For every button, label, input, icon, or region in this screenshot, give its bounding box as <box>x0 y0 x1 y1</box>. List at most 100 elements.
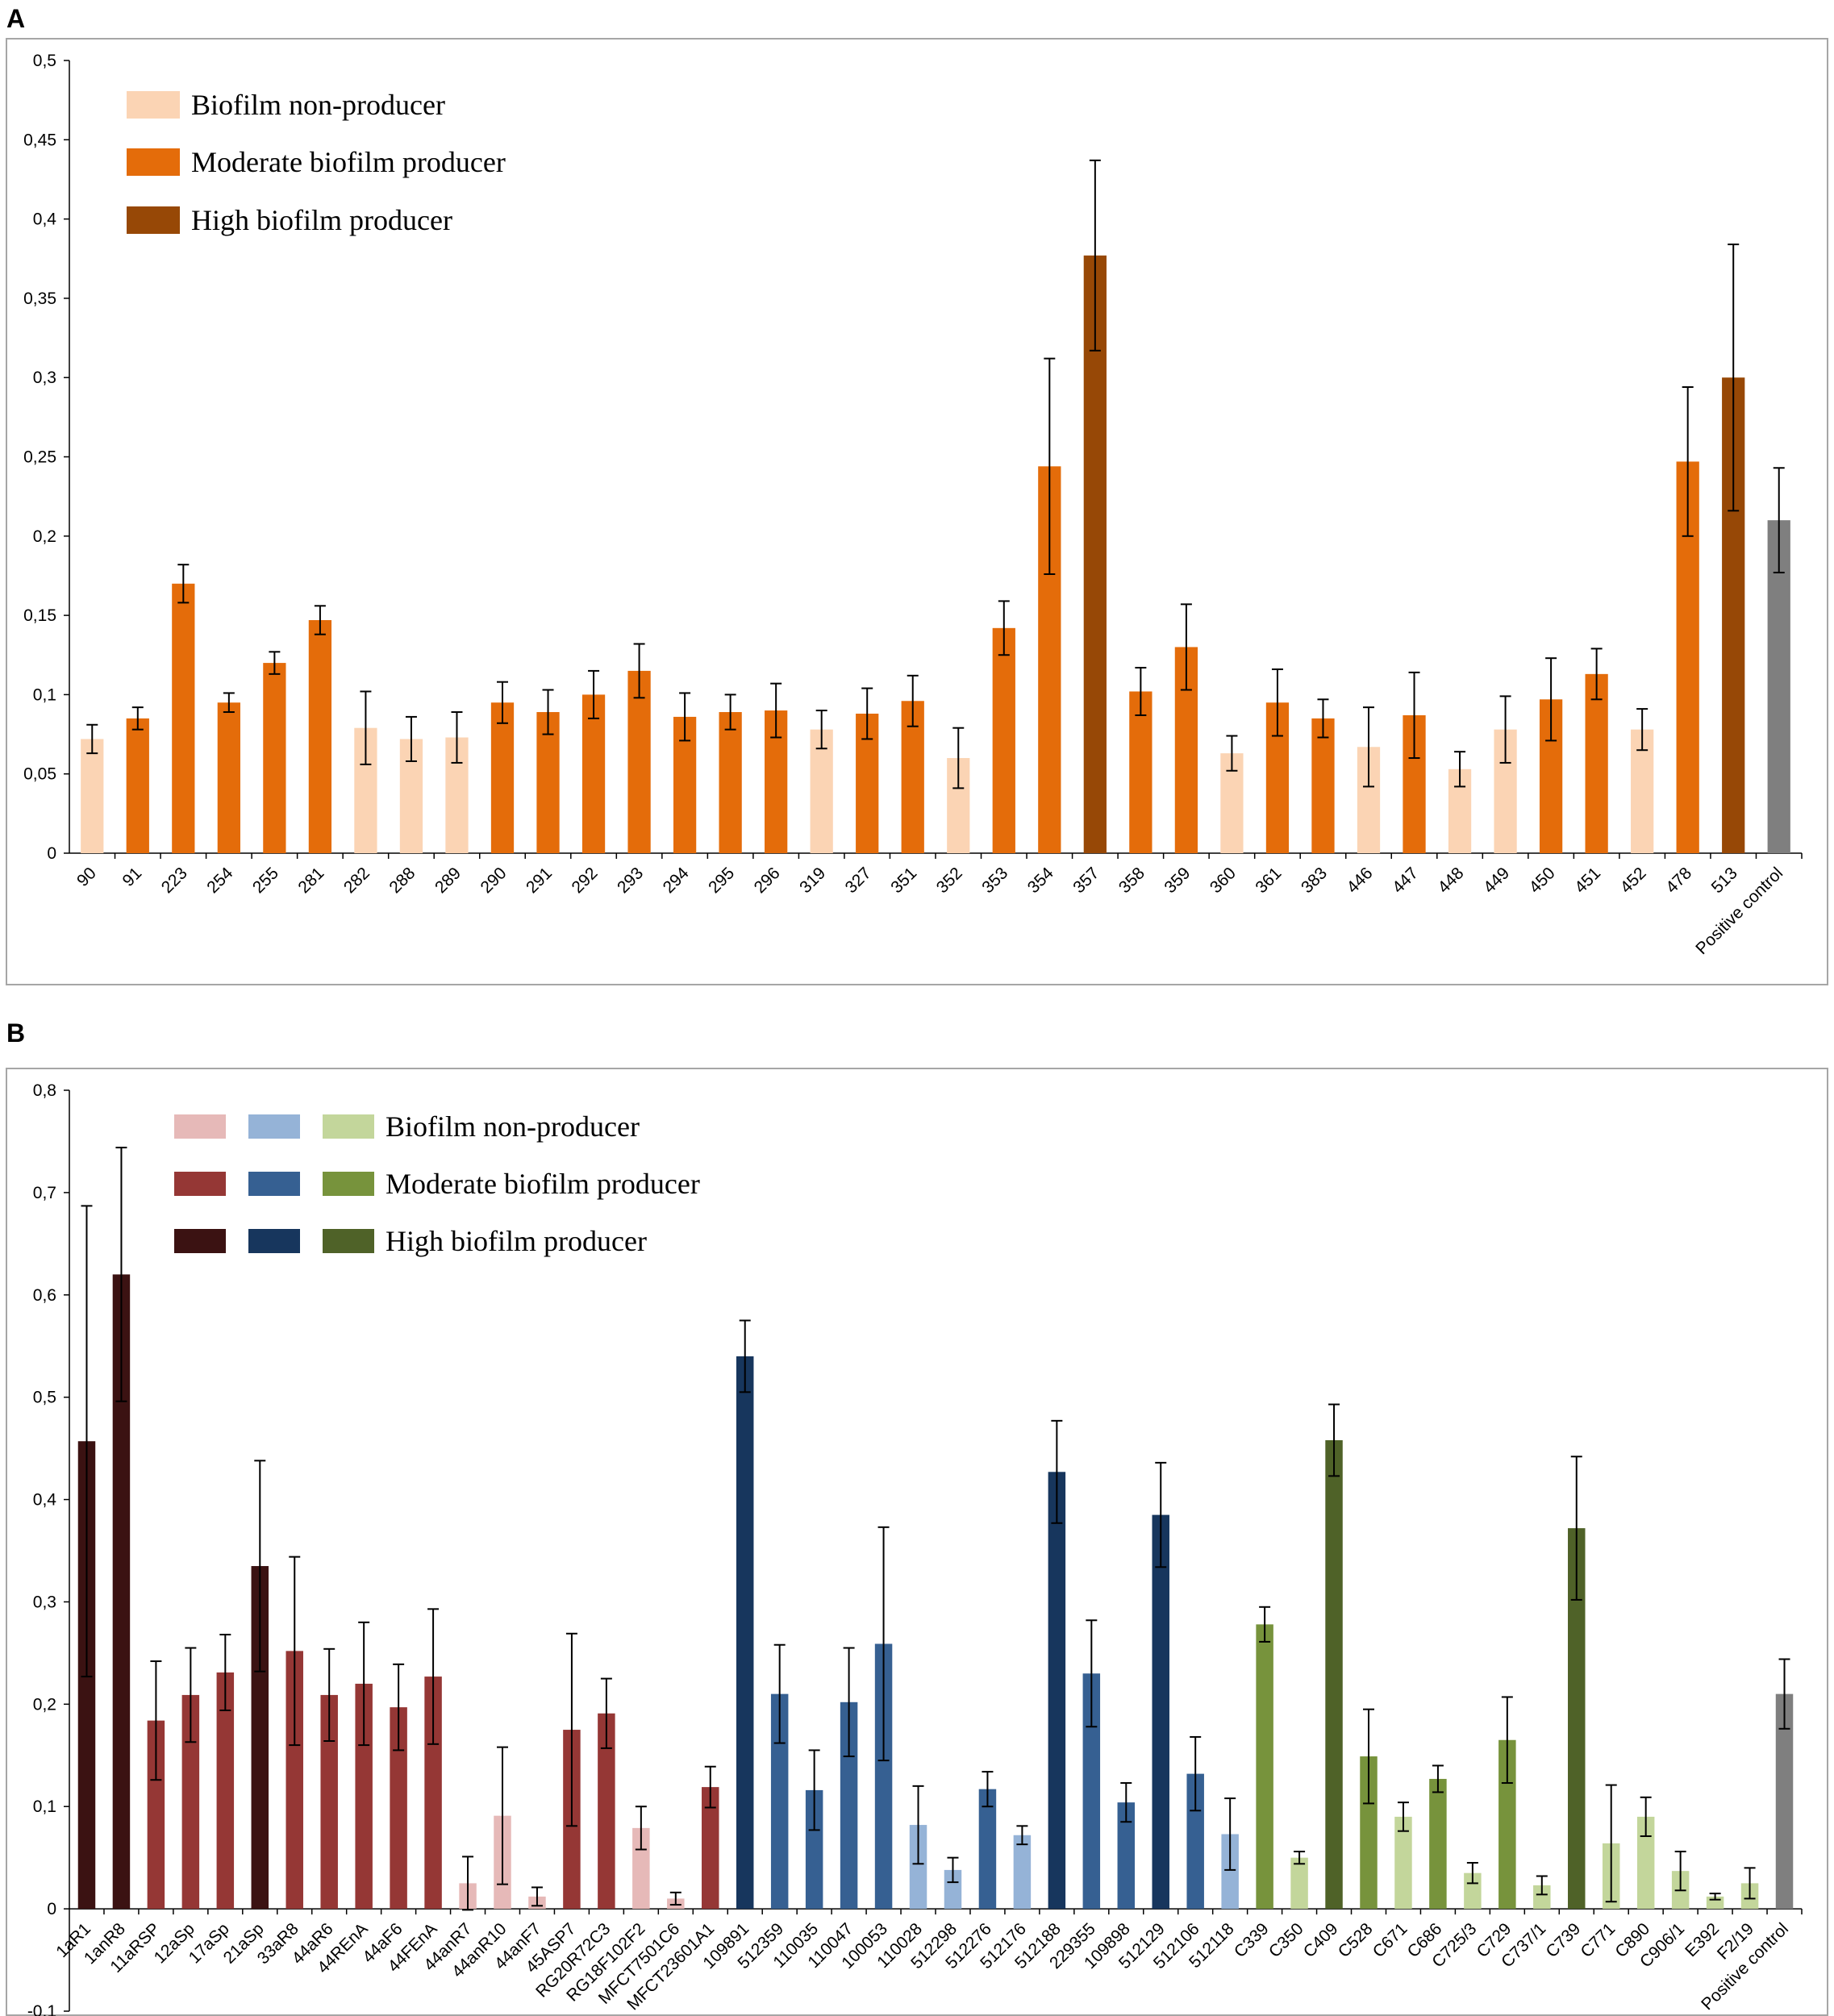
bar-44af6 <box>390 1707 407 1910</box>
bar-357 <box>1083 255 1107 853</box>
legend-label: Moderate biofilm producer <box>191 146 506 178</box>
bar-11arsp <box>147 1720 165 1910</box>
bar-rg18f102f2 <box>632 1827 650 1910</box>
y-tick-label: 0,5 <box>33 1389 56 1407</box>
bar-254 <box>217 702 240 853</box>
y-tick-label: 0,3 <box>33 369 56 387</box>
x-tick-label: 352 <box>933 864 966 897</box>
bar-1anr8 <box>112 1274 131 1910</box>
bar-mfct23601a1 <box>702 1787 719 1910</box>
bar-109898 <box>1117 1802 1136 1910</box>
legend-swatch <box>323 1114 374 1139</box>
y-tick-label: -0,1 <box>27 2002 56 2016</box>
panel-b-frame <box>6 1068 1828 2016</box>
panel-a-frame <box>6 38 1828 985</box>
x-tick-label: C409 <box>1300 1919 1342 1961</box>
bar-positive-control <box>1775 1693 1794 1910</box>
x-tick-label: 383 <box>1298 864 1331 897</box>
x-tick-label: 319 <box>796 864 829 897</box>
bar-110047 <box>840 1702 858 1910</box>
bar-c737-1 <box>1533 1885 1551 1910</box>
x-tick-label: 354 <box>1024 864 1057 897</box>
panel-b-chart: B-0,100,10,20,30,40,50,60,70,81aR11anR81… <box>6 1018 1828 2016</box>
x-tick-label: 513 <box>1708 864 1741 897</box>
bar-358 <box>1129 691 1153 853</box>
x-tick-label: 281 <box>294 864 327 897</box>
bar-44fena <box>424 1677 442 1910</box>
x-tick-label: 450 <box>1526 864 1559 897</box>
bar-353 <box>992 627 1015 853</box>
legend-swatch <box>323 1229 374 1253</box>
x-tick-label: 293 <box>614 864 647 897</box>
bar-512359 <box>770 1693 789 1910</box>
x-tick-label: C528 <box>1335 1919 1377 1961</box>
x-tick-label: 91 <box>119 864 146 890</box>
x-tick-label: 295 <box>705 864 738 897</box>
x-tick-label: 446 <box>1343 864 1376 897</box>
bar-rg20r72c3 <box>598 1713 615 1910</box>
x-tick-label: 358 <box>1115 864 1148 897</box>
x-tick-label: 90 <box>73 864 100 890</box>
x-tick-label: 451 <box>1571 864 1604 897</box>
bar-c890 <box>1636 1816 1655 1910</box>
y-tick-label: 0,15 <box>23 606 56 625</box>
bar-229355 <box>1082 1673 1101 1910</box>
y-tick-label: 0 <box>47 844 56 863</box>
bar-295 <box>719 712 742 853</box>
x-tick-label: 292 <box>569 864 602 897</box>
x-tick-label: 357 <box>1069 864 1102 897</box>
bar-33ar8 <box>286 1651 303 1910</box>
bar-21asp <box>251 1566 269 1910</box>
bar-290 <box>490 702 515 853</box>
bar-292 <box>581 694 606 853</box>
bar-512188 <box>1048 1472 1066 1910</box>
y-tick-label: 0,4 <box>33 210 57 229</box>
panel-a-label: A <box>6 4 25 33</box>
x-tick-label: 327 <box>842 864 875 897</box>
bar-512298 <box>944 1869 962 1910</box>
bar-positive-control <box>1767 520 1790 853</box>
y-tick-label: 0 <box>47 1900 56 1918</box>
x-tick-label: 291 <box>523 864 556 897</box>
x-tick-label: 255 <box>249 864 282 897</box>
bar-512118 <box>1221 1834 1239 1910</box>
legend-swatch <box>127 206 180 234</box>
x-tick-label: 288 <box>386 864 419 897</box>
bar-281 <box>308 619 332 853</box>
x-tick-label: 254 <box>203 864 236 897</box>
x-tick-label: 294 <box>660 864 693 897</box>
y-tick-label: 0,45 <box>23 131 56 149</box>
bar-512129 <box>1152 1514 1169 1910</box>
y-tick-label: 0,05 <box>23 765 56 784</box>
x-tick-label: 282 <box>340 864 373 897</box>
bar-c528 <box>1360 1756 1378 1910</box>
legend-label: High biofilm producer <box>191 204 452 236</box>
bar-110028 <box>909 1825 927 1910</box>
legend-swatch <box>174 1229 226 1253</box>
x-tick-label: 447 <box>1389 864 1422 897</box>
legend-label: High biofilm producer <box>386 1225 647 1257</box>
x-tick-label: 361 <box>1252 864 1285 897</box>
legend-label: Moderate biofilm producer <box>386 1168 700 1200</box>
y-tick-label: 0,3 <box>33 1593 56 1611</box>
bar-44rena <box>355 1683 373 1910</box>
x-tick-label: 449 <box>1480 864 1513 897</box>
legend-swatch <box>248 1172 300 1196</box>
x-tick-label: C350 <box>1265 1919 1307 1961</box>
x-tick-label: 448 <box>1435 864 1468 897</box>
bar-512276 <box>978 1789 997 1910</box>
bar-451 <box>1585 673 1608 853</box>
legend-label: Biofilm non-producer <box>386 1110 640 1143</box>
x-tick-label: C739 <box>1543 1919 1585 1961</box>
x-tick-label: 478 <box>1662 864 1695 897</box>
bar-512176 <box>1013 1835 1032 1910</box>
bar-293 <box>627 670 651 853</box>
x-tick-label: E392 <box>1682 1919 1723 1960</box>
y-tick-label: 0,35 <box>23 289 56 308</box>
bar-c350 <box>1290 1857 1308 1910</box>
bar-512106 <box>1186 1773 1204 1910</box>
bar-c409 <box>1325 1439 1343 1910</box>
bar-90 <box>81 739 104 853</box>
x-tick-label: 359 <box>1161 864 1194 897</box>
x-tick-label: 452 <box>1617 864 1650 897</box>
